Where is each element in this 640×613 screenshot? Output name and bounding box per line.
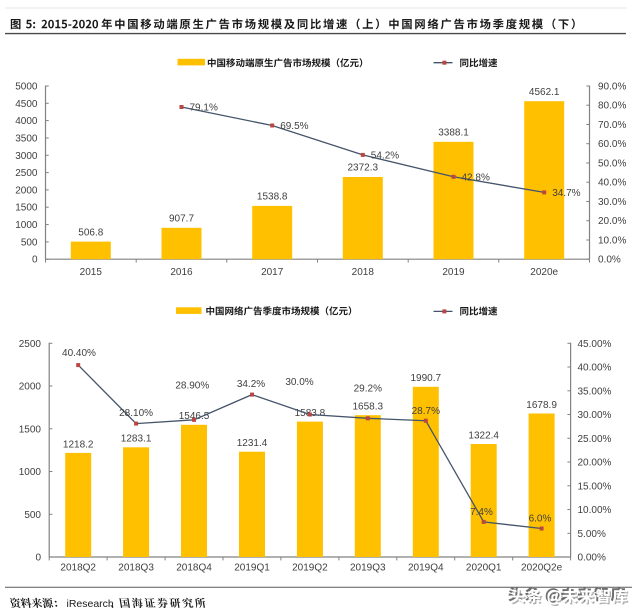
svg-text:80.0%: 80.0% — [598, 101, 626, 112]
svg-text:10.0%: 10.0% — [598, 235, 626, 246]
svg-text:2018Q2: 2018Q2 — [60, 563, 96, 574]
svg-text:1000: 1000 — [19, 467, 42, 478]
svg-text:1678.9: 1678.9 — [526, 400, 557, 411]
svg-text:28.7%: 28.7% — [412, 406, 440, 417]
svg-text:2019Q4: 2019Q4 — [408, 563, 444, 574]
svg-text:30.00%: 30.00% — [578, 410, 612, 421]
svg-text:1283.1: 1283.1 — [121, 434, 152, 445]
svg-text:15.00%: 15.00% — [578, 481, 612, 492]
svg-text:1000: 1000 — [15, 220, 38, 231]
svg-text:34.7%: 34.7% — [552, 188, 580, 199]
svg-text:69.5%: 69.5% — [280, 121, 308, 132]
svg-text:42.8%: 42.8% — [462, 172, 490, 183]
svg-text:6.0%: 6.0% — [529, 514, 552, 525]
svg-text:2015: 2015 — [80, 267, 103, 278]
svg-text:40.0%: 40.0% — [598, 178, 626, 189]
svg-text:3500: 3500 — [15, 133, 38, 144]
svg-text:90.0%: 90.0% — [598, 82, 626, 93]
svg-text:2019: 2019 — [442, 267, 465, 278]
svg-text:45.00%: 45.00% — [578, 339, 612, 350]
svg-text:60.0%: 60.0% — [598, 139, 626, 150]
svg-text:34.2%: 34.2% — [237, 379, 265, 390]
svg-text:25.00%: 25.00% — [578, 434, 612, 445]
svg-text:2017: 2017 — [261, 267, 284, 278]
svg-text:35.00%: 35.00% — [578, 386, 612, 397]
svg-text:2500: 2500 — [15, 168, 38, 179]
svg-text:2020e: 2020e — [530, 267, 558, 278]
svg-text:2500: 2500 — [19, 339, 42, 350]
svg-text:0.00%: 0.00% — [578, 553, 606, 564]
svg-text:40.00%: 40.00% — [578, 363, 612, 374]
svg-text:40.40%: 40.40% — [62, 348, 96, 359]
svg-text:1990.7: 1990.7 — [411, 373, 442, 384]
svg-text:iResearch: iResearch — [67, 598, 114, 610]
svg-text:2019Q3: 2019Q3 — [350, 563, 386, 574]
svg-text:1500: 1500 — [19, 424, 42, 435]
svg-text:28.90%: 28.90% — [175, 380, 209, 391]
svg-text:3000: 3000 — [15, 151, 38, 162]
svg-text:30.0%: 30.0% — [285, 377, 313, 388]
svg-text:500: 500 — [21, 237, 38, 248]
svg-text:2019Q1: 2019Q1 — [234, 563, 270, 574]
svg-text:1538.8: 1538.8 — [257, 192, 288, 203]
svg-text:50.0%: 50.0% — [598, 158, 626, 169]
svg-text:2000: 2000 — [19, 382, 42, 393]
svg-text:30.0%: 30.0% — [598, 197, 626, 208]
svg-text:79.1%: 79.1% — [190, 103, 218, 114]
svg-text:1500: 1500 — [15, 203, 38, 214]
svg-text:1658.3: 1658.3 — [353, 402, 384, 413]
svg-text:2372.3: 2372.3 — [348, 163, 379, 174]
svg-text:5000: 5000 — [15, 82, 38, 93]
svg-text:2020Q1: 2020Q1 — [466, 563, 502, 574]
svg-text:0.0%: 0.0% — [598, 255, 621, 266]
svg-text:506.8: 506.8 — [78, 227, 103, 238]
svg-text:2018: 2018 — [352, 267, 375, 278]
svg-text:4500: 4500 — [15, 99, 38, 110]
svg-text:10.00%: 10.00% — [578, 505, 612, 516]
svg-text:1546.5: 1546.5 — [179, 411, 210, 422]
svg-text:20.0%: 20.0% — [598, 216, 626, 227]
svg-text:2019Q2: 2019Q2 — [292, 563, 328, 574]
svg-text:2000: 2000 — [15, 185, 38, 196]
svg-text:54.2%: 54.2% — [371, 151, 399, 162]
svg-text:5.00%: 5.00% — [578, 529, 606, 540]
svg-text:4562.1: 4562.1 — [529, 87, 560, 98]
svg-text:20.00%: 20.00% — [578, 458, 612, 469]
svg-text:907.7: 907.7 — [169, 213, 194, 224]
svg-text:4000: 4000 — [15, 116, 38, 127]
svg-text:29.2%: 29.2% — [354, 383, 382, 394]
svg-text:3388.1: 3388.1 — [438, 128, 469, 139]
svg-text:7.4%: 7.4% — [470, 507, 493, 518]
svg-text:70.0%: 70.0% — [598, 120, 626, 131]
svg-text:1231.4: 1231.4 — [237, 438, 268, 449]
svg-text:2018Q3: 2018Q3 — [118, 563, 154, 574]
svg-text:0: 0 — [35, 553, 41, 564]
svg-text:28.10%: 28.10% — [119, 408, 153, 419]
svg-text:2020Q2e: 2020Q2e — [521, 563, 563, 574]
svg-text:2016: 2016 — [170, 267, 193, 278]
svg-text:1322.4: 1322.4 — [468, 430, 499, 441]
svg-text:2018Q4: 2018Q4 — [176, 563, 212, 574]
svg-text:1218.2: 1218.2 — [63, 439, 94, 450]
svg-text:500: 500 — [24, 510, 41, 521]
svg-text:0: 0 — [32, 255, 38, 266]
